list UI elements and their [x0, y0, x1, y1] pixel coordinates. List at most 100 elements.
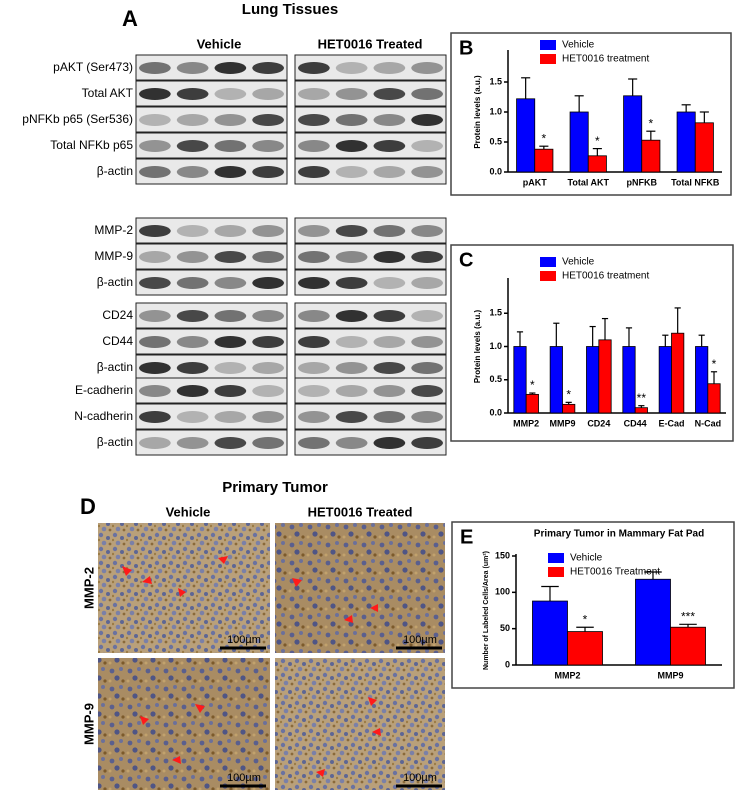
- blot-band: [335, 411, 368, 423]
- blot-band: [252, 362, 284, 374]
- blot-band: [411, 385, 443, 397]
- y-tick-label: 1.5: [489, 308, 502, 318]
- blot-label: β-actin: [97, 275, 133, 289]
- legend-label: HET0016 Treatment: [570, 567, 660, 578]
- error-bar: [576, 626, 594, 632]
- blot-band: [139, 310, 171, 322]
- blot-band: [411, 62, 443, 74]
- blot-band: [214, 411, 247, 423]
- blot-band: [176, 336, 209, 348]
- significance: **: [637, 391, 647, 405]
- blot-band: [139, 251, 171, 263]
- blot-band: [335, 251, 368, 263]
- blot-band: [139, 225, 171, 237]
- error-bar: [710, 371, 718, 384]
- blot-label: MMP-9: [94, 249, 133, 263]
- blot-band: [139, 385, 171, 397]
- y-tick-label: 1.0: [489, 341, 502, 351]
- blot-band: [335, 62, 368, 74]
- y-tick-label: 150: [495, 550, 510, 560]
- blot-band: [252, 385, 284, 397]
- error-bar: [529, 392, 536, 395]
- error-bar: [662, 334, 669, 347]
- blot-label: N-cadherin: [74, 409, 133, 423]
- blot-band: [252, 251, 284, 263]
- error-bar: [553, 322, 560, 347]
- blot-label: CD44: [102, 334, 133, 348]
- blot-label: pNFKb p65 (Ser536): [22, 112, 133, 126]
- panel-frame: [450, 244, 734, 442]
- blot-band: [335, 310, 368, 322]
- blot-label: β-actin: [97, 435, 133, 449]
- error-bar: [674, 307, 681, 334]
- blot-band: [176, 385, 209, 397]
- panel-title: Lung Tissues: [242, 1, 338, 18]
- x-tick-label: E-Cad: [658, 418, 684, 428]
- blot-strip: [294, 403, 447, 430]
- blot-band: [214, 277, 247, 289]
- blot-band: [373, 114, 406, 126]
- legend-label: HET0016 treatment: [562, 54, 649, 65]
- blot-band: [411, 362, 443, 374]
- blot-band: [139, 277, 171, 289]
- blot-label: MMP-2: [94, 223, 133, 237]
- bar: [525, 393, 539, 414]
- blot-band: [176, 225, 209, 237]
- micrograph: [98, 523, 270, 653]
- panel-label: C: [459, 249, 473, 271]
- significance: *: [649, 116, 654, 130]
- blot-band: [373, 437, 406, 449]
- bar: [516, 98, 536, 173]
- y-axis-label: Protein levels (a.u.): [473, 309, 482, 383]
- significance: *: [712, 357, 717, 371]
- significance: ***: [681, 609, 695, 623]
- blot-band: [335, 88, 368, 100]
- blot-band: [335, 114, 368, 126]
- blot-band: [411, 225, 443, 237]
- bar: [670, 626, 706, 666]
- chart-title: Primary Tumor in Mammary Fat Pad: [534, 529, 704, 540]
- blot-label: pAKT (Ser473): [53, 60, 133, 74]
- blot-band: [252, 336, 284, 348]
- blot-band: [373, 88, 406, 100]
- blot-label: E-cadherin: [75, 383, 133, 397]
- blot-band: [214, 225, 247, 237]
- significance: *: [583, 612, 588, 626]
- bar: [635, 578, 671, 666]
- error-bar: [541, 585, 559, 602]
- blot-band: [176, 62, 209, 74]
- x-tick-label: MMP2: [554, 670, 580, 680]
- blot-band: [252, 277, 284, 289]
- panel-frame: [450, 32, 732, 196]
- blot-band: [139, 114, 171, 126]
- blot-band: [298, 225, 330, 237]
- blot-band: [252, 411, 284, 423]
- bar: [671, 332, 685, 414]
- bar: [694, 122, 714, 173]
- y-axis-label: Protein levels (a.u.): [473, 75, 482, 149]
- blot-band: [176, 277, 209, 289]
- error-bar: [589, 325, 596, 347]
- blot-band: [411, 140, 443, 152]
- blot-band: [373, 362, 406, 374]
- blot-band: [214, 166, 247, 178]
- blot-band: [252, 114, 284, 126]
- error-bar: [625, 327, 633, 347]
- blot-band: [373, 385, 406, 397]
- scale-label: 100µm: [227, 634, 261, 646]
- x-tick-label: MMP9: [657, 670, 683, 680]
- x-tick-label: N-Cad: [695, 418, 722, 428]
- blot-strip: [135, 377, 288, 404]
- blot-band: [176, 251, 209, 263]
- blot-band: [139, 166, 171, 178]
- blot-band: [411, 336, 443, 348]
- legend-swatch: [548, 553, 564, 563]
- blot-band: [214, 62, 247, 74]
- error-bar: [646, 130, 656, 141]
- error-bar: [679, 623, 697, 628]
- panel-a: A Lung Tissues Vehicle HET0016 Treated: [122, 1, 422, 51]
- blot-band: [252, 225, 284, 237]
- y-tick-label: 0.0: [489, 166, 502, 176]
- blot-band: [298, 411, 330, 423]
